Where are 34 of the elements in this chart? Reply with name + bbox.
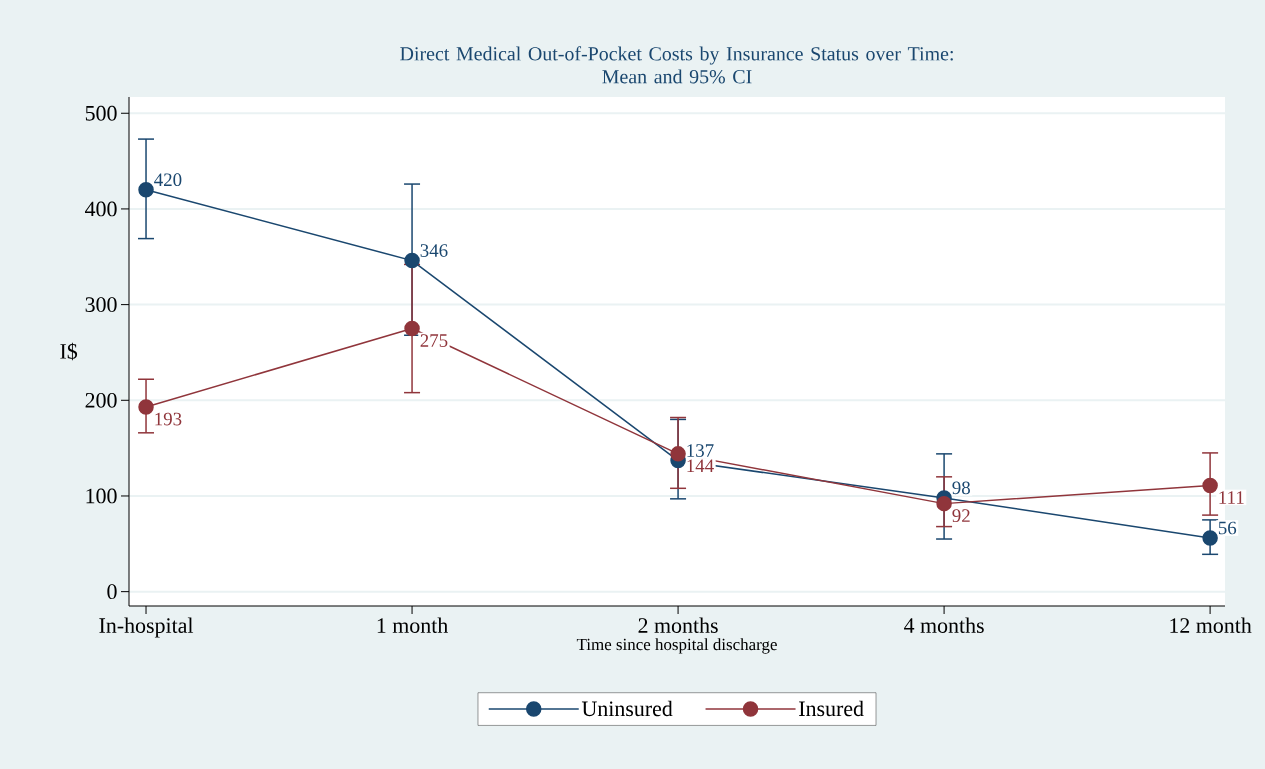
y-tick-label: 400 bbox=[85, 201, 117, 217]
x-tick-label: 12 month bbox=[1170, 617, 1252, 633]
data-label: 346 bbox=[420, 244, 448, 257]
y-tick-label: 100 bbox=[86, 488, 117, 504]
point bbox=[404, 252, 420, 269]
data-label: 193 bbox=[155, 412, 182, 426]
y-tick-label: 300 bbox=[85, 297, 117, 313]
data-label: 92 bbox=[952, 509, 970, 523]
point bbox=[936, 495, 952, 512]
data-label: 111 bbox=[1219, 491, 1244, 504]
x-axis-title: Time since hospital discharge bbox=[576, 638, 777, 654]
x-tick-label: 2 months bbox=[638, 617, 718, 633]
point bbox=[670, 446, 686, 462]
data-label: 137 bbox=[687, 444, 714, 457]
point bbox=[1202, 530, 1218, 546]
y-tick-label: 500 bbox=[85, 105, 117, 121]
point bbox=[138, 182, 154, 198]
legend-label: Uninsured bbox=[581, 700, 673, 717]
point bbox=[1202, 477, 1218, 494]
point bbox=[404, 320, 420, 337]
point bbox=[138, 399, 154, 415]
x-tick-label: 1 month bbox=[377, 617, 448, 633]
data-label: 420 bbox=[154, 173, 182, 187]
y-axis-title: I$ bbox=[60, 342, 78, 361]
chart-title: Direct Medical Out-of-Pocket Costs by Insurance Status over Time: Mean and 95% CI bbox=[400, 46, 953, 84]
x-tick-label: 4 months bbox=[904, 617, 984, 633]
x-tick-label: In-hospital bbox=[99, 617, 194, 638]
legend-label: Insured bbox=[799, 700, 864, 717]
data-label: 144 bbox=[687, 459, 714, 473]
y-tick-label: 0 bbox=[107, 584, 117, 600]
data-label: 275 bbox=[420, 334, 448, 347]
y-tick-label: 200 bbox=[85, 392, 117, 408]
data-label: 98 bbox=[952, 481, 970, 495]
data-label: 56 bbox=[1218, 521, 1237, 535]
